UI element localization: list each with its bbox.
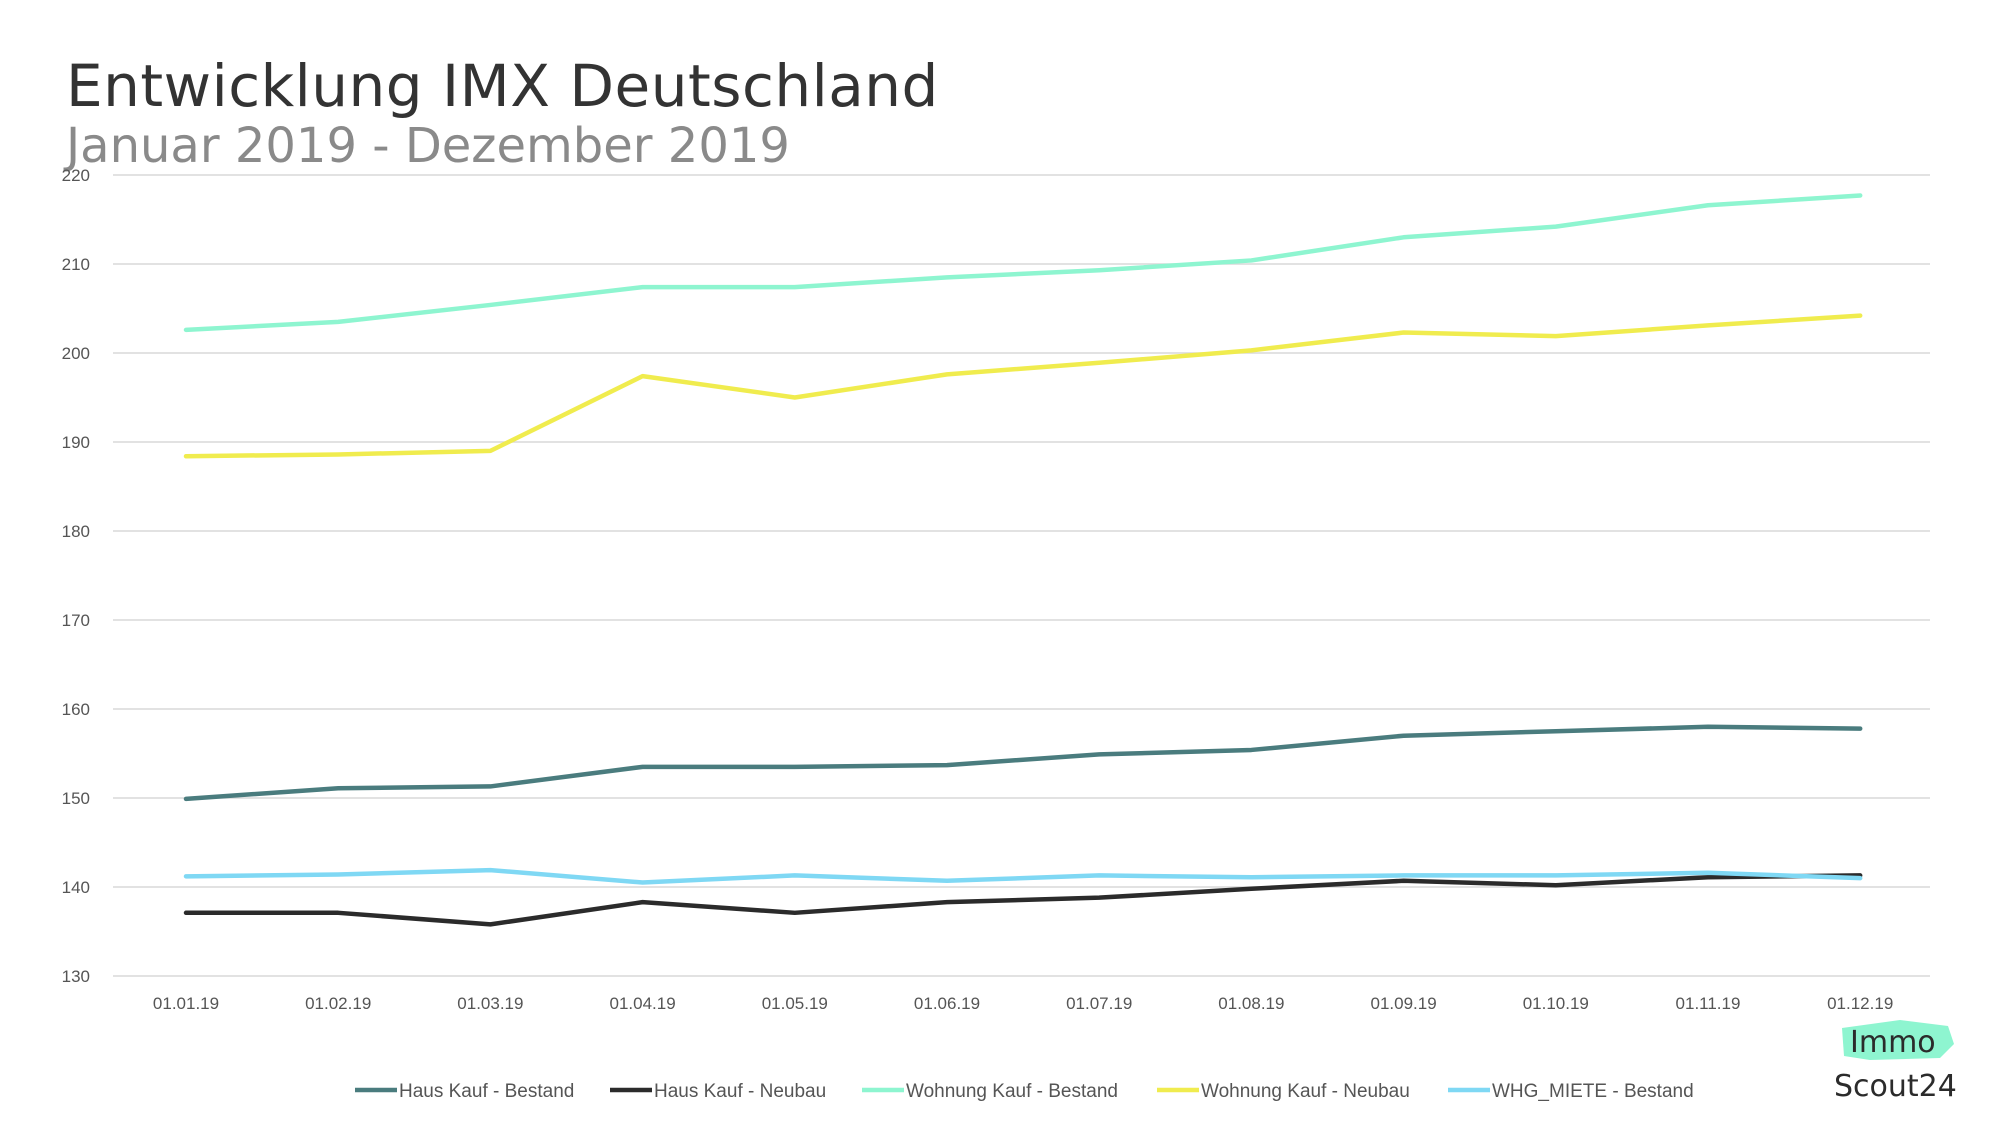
legend-label: Wohnung Kauf - Bestand (906, 1081, 1118, 1102)
y-tick-label: 130 (62, 967, 90, 986)
series-lines (183, 193, 1863, 927)
legend-label: Haus Kauf - Neubau (654, 1081, 826, 1102)
y-tick-label: 190 (62, 433, 90, 452)
y-axis-ticks: 130 140 150 160 170 180 190 200 210 220 (62, 166, 90, 986)
legend-item: WHG_MIETE - Bestand (1448, 1081, 1694, 1102)
y-tick-label: 220 (62, 166, 90, 185)
legend: Haus Kauf - Bestand Haus Kauf - Neubau Woh… (355, 1081, 1694, 1102)
legend-item: Wohnung Kauf - Neubau (1157, 1081, 1410, 1102)
y-tick-label: 140 (62, 878, 90, 897)
legend-item: Haus Kauf - Bestand (355, 1081, 574, 1102)
x-tick-label: 01.04.19 (610, 994, 676, 1013)
x-tick-label: 01.05.19 (762, 994, 828, 1013)
series-line (183, 873, 1863, 927)
x-tick-label: 01.09.19 (1371, 994, 1437, 1013)
logo-badge (1842, 1020, 1954, 1060)
x-axis-ticks: 01.01.19 01.02.19 01.03.19 01.04.19 01.05.19… (153, 994, 1893, 1013)
x-tick-label: 01.12.19 (1827, 994, 1893, 1013)
series-line (183, 867, 1863, 885)
x-tick-label: 01.08.19 (1218, 994, 1284, 1013)
y-tick-label: 150 (62, 789, 90, 808)
legend-item: Wohnung Kauf - Bestand (862, 1081, 1118, 1102)
series-line (183, 313, 1863, 459)
x-tick-label: 01.06.19 (914, 994, 980, 1013)
series-line (183, 724, 1863, 802)
x-tick-label: 01.01.19 (153, 994, 219, 1013)
x-tick-label: 01.07.19 (1066, 994, 1132, 1013)
grid-lines (113, 174, 1930, 977)
chart-title: Entwicklung IMX Deutschland (66, 52, 939, 120)
y-tick-label: 210 (62, 255, 90, 274)
y-tick-label: 180 (62, 522, 90, 541)
x-tick-label: 01.02.19 (305, 994, 371, 1013)
x-tick-label: 01.10.19 (1523, 994, 1589, 1013)
immoscout24-logo: Immo Scout24 (1834, 1020, 1957, 1104)
legend-label: Haus Kauf - Bestand (399, 1081, 574, 1102)
x-tick-label: 01.11.19 (1676, 994, 1741, 1013)
y-tick-label: 160 (62, 700, 90, 719)
chart-subtitle: Januar 2019 - Dezember 2019 (66, 118, 790, 174)
y-tick-label: 170 (62, 611, 90, 630)
logo-text-scout24: Scout24 (1834, 1069, 1957, 1104)
x-tick-label: 01.03.19 (457, 994, 523, 1013)
series-line (183, 193, 1863, 333)
y-tick-label: 200 (62, 344, 90, 363)
legend-label: Wohnung Kauf - Neubau (1201, 1081, 1410, 1102)
legend-item: Haus Kauf - Neubau (610, 1081, 826, 1102)
logo-text-immo: Immo (1850, 1025, 1936, 1060)
legend-label: WHG_MIETE - Bestand (1492, 1081, 1694, 1102)
